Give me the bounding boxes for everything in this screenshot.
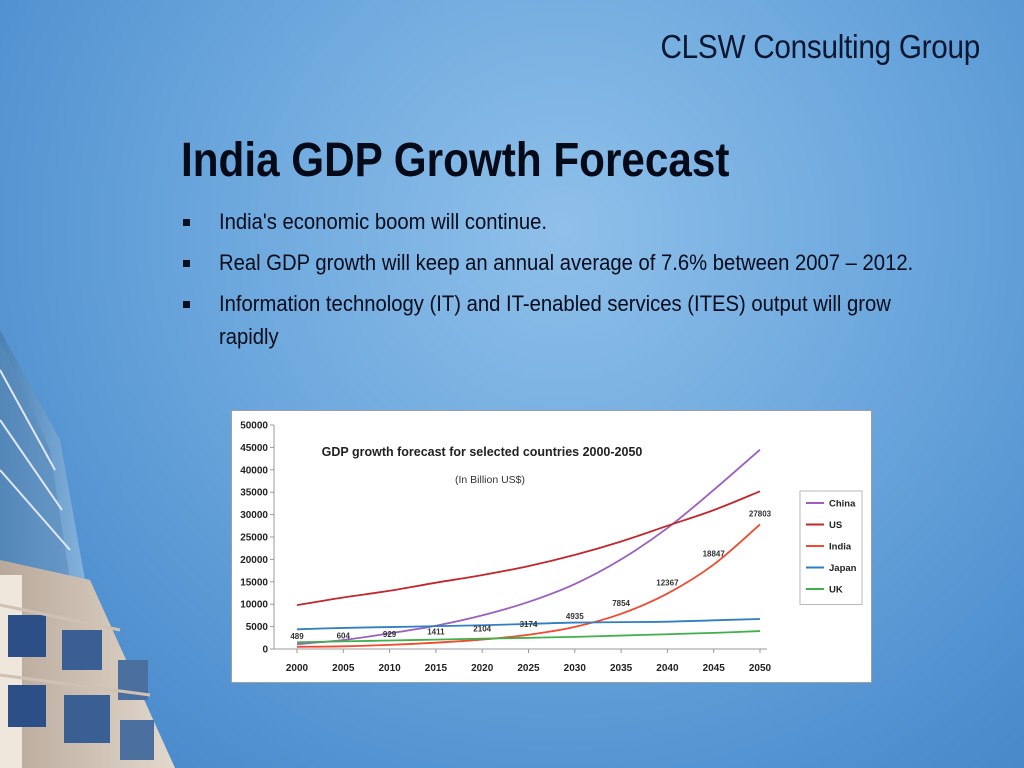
- series-line-india: [296, 523, 761, 648]
- y-tick-label: 5000: [246, 622, 269, 633]
- series-line-china: [296, 448, 761, 646]
- x-tick-label: 2010: [378, 663, 401, 674]
- legend-label: Japan: [829, 563, 857, 574]
- bullet-square-icon: [183, 301, 190, 308]
- data-label: 4935: [566, 612, 584, 621]
- data-label: 7854: [612, 599, 630, 608]
- bullet-square-icon: [183, 219, 190, 226]
- y-tick-label: 35000: [240, 488, 268, 499]
- bullet-text: Information technology (IT) and IT-enabl…: [219, 291, 891, 349]
- x-tick-label: 2000: [286, 663, 309, 674]
- x-tick-label: 2005: [332, 663, 355, 674]
- y-tick-label: 30000: [240, 510, 268, 521]
- slide-title: India GDP Growth Forecast: [181, 134, 730, 187]
- y-tick-label: 40000: [240, 465, 268, 476]
- x-tick-label: 2020: [471, 663, 494, 674]
- x-tick-label: 2040: [656, 663, 679, 674]
- legend-label: India: [829, 542, 852, 553]
- legend-box: [799, 490, 863, 605]
- data-label: 27803: [749, 509, 772, 518]
- y-tick-label: 50000: [240, 421, 268, 432]
- data-label: 18847: [703, 550, 726, 559]
- bullet-item: Information technology (IT) and IT-enabl…: [181, 287, 1001, 353]
- y-tick-label: 0: [262, 645, 268, 656]
- y-tick-label: 10000: [240, 600, 268, 611]
- data-label: 1411: [427, 628, 445, 637]
- x-tick-label: 2030: [564, 663, 587, 674]
- gdp-chart: 0 5000 10000 15000 20000 25000 30000 35000 40000…: [231, 410, 872, 683]
- x-tick-label: 2045: [703, 663, 726, 674]
- y-tick-label: 45000: [240, 443, 268, 454]
- bullet-item: Real GDP growth will keep an annual aver…: [181, 246, 1001, 279]
- x-tick-label: 2050: [749, 663, 772, 674]
- y-tick-label: 20000: [240, 555, 268, 566]
- data-label: 489: [290, 632, 304, 641]
- x-tick-label: 2025: [517, 663, 540, 674]
- data-label: 12367: [656, 579, 679, 588]
- data-label: 604: [337, 631, 351, 640]
- bullet-square-icon: [183, 260, 190, 267]
- chart-svg: 0 5000 10000 15000 20000 25000 30000 35000 40000…: [240, 421, 863, 674]
- organization-name: CLSW Consulting Group: [660, 28, 980, 65]
- legend-label: UK: [829, 585, 843, 596]
- series-line-uk: [296, 630, 761, 644]
- building-photo: [0, 330, 175, 768]
- bullet-text: Real GDP growth will keep an annual aver…: [219, 250, 914, 275]
- x-tick-label: 2035: [610, 663, 633, 674]
- data-label: 3174: [520, 620, 538, 629]
- legend-label: China: [829, 499, 856, 510]
- data-label: 929: [383, 630, 397, 639]
- legend-label: US: [829, 520, 842, 531]
- series-line-us: [296, 490, 761, 606]
- bullet-list: India's economic boom will continue. Rea…: [181, 205, 1001, 361]
- x-tick-label: 2015: [425, 663, 448, 674]
- series-line-japan: [296, 618, 761, 631]
- y-tick-label: 15000: [240, 577, 268, 588]
- chart-title: GDP growth forecast for selected countri…: [322, 445, 643, 459]
- bullet-text: India's economic boom will continue.: [219, 209, 548, 234]
- y-tick-label: 25000: [240, 533, 268, 544]
- bullet-item: India's economic boom will continue.: [181, 205, 1001, 238]
- chart-subtitle: (In Billion US$): [455, 474, 525, 486]
- data-label: 2104: [473, 625, 491, 634]
